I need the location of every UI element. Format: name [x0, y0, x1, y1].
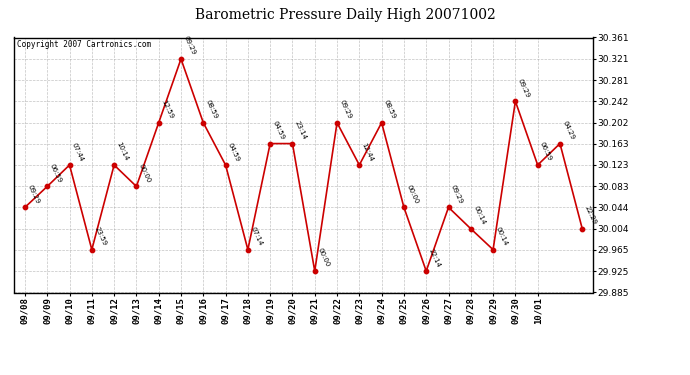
Text: 07:44: 07:44 [71, 141, 85, 162]
Text: 23:59: 23:59 [93, 226, 107, 247]
Text: 06:59: 06:59 [48, 163, 63, 184]
Text: 09:29: 09:29 [182, 35, 197, 56]
Text: 09:29: 09:29 [338, 99, 353, 120]
Text: 09:29: 09:29 [517, 78, 531, 99]
Text: Copyright 2007 Cartronics.com: Copyright 2007 Cartronics.com [17, 40, 151, 49]
Point [108, 162, 119, 168]
Point [19, 204, 30, 210]
Point [376, 120, 387, 126]
Point [287, 141, 298, 147]
Text: 08:59: 08:59 [205, 99, 219, 120]
Point [265, 141, 276, 147]
Text: 06:59: 06:59 [539, 141, 553, 162]
Text: 12:59: 12:59 [160, 99, 174, 120]
Point [488, 247, 499, 253]
Point [354, 162, 365, 168]
Text: 09:29: 09:29 [450, 184, 464, 204]
Text: 12:44: 12:44 [361, 141, 375, 162]
Point [465, 226, 476, 232]
Text: 00:14: 00:14 [472, 205, 486, 226]
Point [131, 183, 142, 189]
Point [532, 162, 543, 168]
Point [421, 268, 432, 274]
Point [220, 162, 231, 168]
Point [64, 162, 75, 168]
Text: 09:29: 09:29 [26, 184, 40, 204]
Text: 23:14: 23:14 [294, 120, 308, 141]
Text: 00:00: 00:00 [138, 163, 152, 184]
Text: Barometric Pressure Daily High 20071002: Barometric Pressure Daily High 20071002 [195, 8, 495, 21]
Text: 00:14: 00:14 [495, 226, 509, 247]
Point [398, 204, 409, 210]
Point [86, 247, 97, 253]
Text: 22:29: 22:29 [584, 205, 598, 226]
Text: 00:00: 00:00 [405, 183, 420, 204]
Point [555, 141, 566, 147]
Text: 04:59: 04:59 [272, 120, 286, 141]
Point [175, 56, 186, 62]
Point [309, 268, 320, 274]
Text: 22:14: 22:14 [428, 248, 442, 268]
Text: 08:59: 08:59 [383, 99, 397, 120]
Point [242, 247, 253, 253]
Point [510, 98, 521, 104]
Text: 10:14: 10:14 [115, 141, 130, 162]
Text: 04:59: 04:59 [227, 141, 241, 162]
Text: 00:00: 00:00 [316, 247, 331, 268]
Point [331, 120, 342, 126]
Point [41, 183, 52, 189]
Point [198, 120, 209, 126]
Point [443, 204, 454, 210]
Text: 07:14: 07:14 [249, 226, 264, 247]
Point [577, 226, 588, 232]
Point [153, 120, 164, 126]
Text: 04:29: 04:29 [562, 120, 575, 141]
